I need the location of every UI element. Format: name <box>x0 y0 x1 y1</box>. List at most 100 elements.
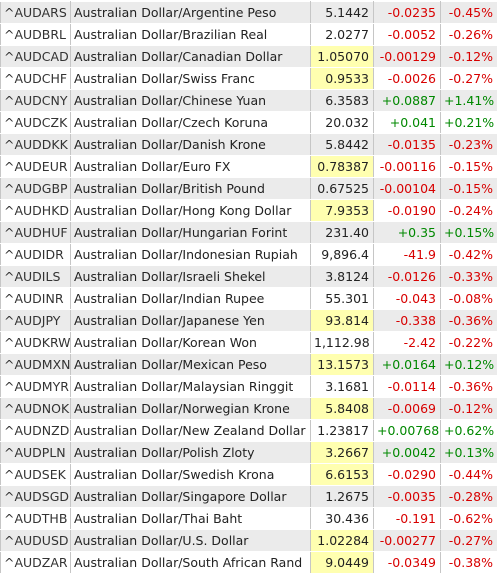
change-cell: -0.0126 <box>374 266 441 288</box>
currency-name-cell[interactable]: Australian Dollar/Chinese Yuan <box>71 90 311 112</box>
currency-name-cell[interactable]: Australian Dollar/Argentine Peso <box>71 2 311 24</box>
symbol-cell[interactable]: ^AUDEUR <box>1 156 71 178</box>
symbol-cell[interactable]: ^AUDCHF <box>1 68 71 90</box>
currency-name-cell[interactable]: Australian Dollar/Israeli Shekel <box>71 266 311 288</box>
currency-name-cell[interactable]: Australian Dollar/New Zealand Dollar <box>71 420 311 442</box>
currency-name-cell[interactable]: Australian Dollar/Polish Zloty <box>71 442 311 464</box>
currency-name-cell[interactable]: Australian Dollar/Hong Kong Dollar <box>71 200 311 222</box>
price-cell: 0.78387 <box>311 156 374 178</box>
change-cell: -0.0114 <box>374 376 441 398</box>
price-cell: 5.1442 <box>311 2 374 24</box>
price-cell: 1.23817 <box>311 420 374 442</box>
symbol-cell[interactable]: ^AUDNZD <box>1 420 71 442</box>
symbol-cell[interactable]: ^AUDSEK <box>1 464 71 486</box>
symbol-cell[interactable]: ^AUDCNY <box>1 90 71 112</box>
percent-change-cell: -0.38% <box>441 552 497 574</box>
currency-name-cell[interactable]: Australian Dollar/Korean Won <box>71 332 311 354</box>
symbol-cell[interactable]: ^AUDKRW <box>1 332 71 354</box>
percent-change-cell: +0.12% <box>441 354 497 376</box>
symbol-cell[interactable]: ^AUDBRL <box>1 24 71 46</box>
symbol-cell[interactable]: ^AUDNOK <box>1 398 71 420</box>
price-cell: 1.2675 <box>311 486 374 508</box>
change-cell: +0.00768 <box>374 420 441 442</box>
symbol-cell[interactable]: ^AUDDKK <box>1 134 71 156</box>
change-cell: -0.0349 <box>374 552 441 574</box>
symbol-cell[interactable]: ^AUDTHB <box>1 508 71 530</box>
symbol-cell[interactable]: ^AUDGBP <box>1 178 71 200</box>
symbol-cell[interactable]: ^AUDJPY <box>1 310 71 332</box>
percent-change-cell: -0.33% <box>441 266 497 288</box>
symbol-cell[interactable]: ^AUDILS <box>1 266 71 288</box>
symbol-cell[interactable]: ^AUDCZK <box>1 112 71 134</box>
change-cell: -0.00129 <box>374 46 441 68</box>
symbol-cell[interactable]: ^AUDCAD <box>1 46 71 68</box>
currency-name-cell[interactable]: Australian Dollar/Swiss Franc <box>71 68 311 90</box>
symbol-cell[interactable]: ^AUDSGD <box>1 486 71 508</box>
currency-name-cell[interactable]: Australian Dollar/Indian Rupee <box>71 288 311 310</box>
currency-name-cell[interactable]: Australian Dollar/Czech Koruna <box>71 112 311 134</box>
symbol-cell[interactable]: ^AUDMYR <box>1 376 71 398</box>
percent-change-cell: -0.27% <box>441 68 497 90</box>
currency-name-cell[interactable]: Australian Dollar/Canadian Dollar <box>71 46 311 68</box>
symbol-cell[interactable]: ^AUDARS <box>1 2 71 24</box>
currency-name-cell[interactable]: Australian Dollar/Mexican Peso <box>71 354 311 376</box>
percent-change-cell: -0.08% <box>441 288 497 310</box>
change-cell: +0.041 <box>374 112 441 134</box>
currency-name-cell[interactable]: Australian Dollar/Norwegian Krone <box>71 398 311 420</box>
currency-name-cell[interactable]: Australian Dollar/British Pound <box>71 178 311 200</box>
currency-name-cell[interactable]: Australian Dollar/Singapore Dollar <box>71 486 311 508</box>
symbol-cell[interactable]: ^AUDINR <box>1 288 71 310</box>
percent-change-cell: +0.21% <box>441 112 497 134</box>
currency-name-cell[interactable]: Australian Dollar/Brazilian Real <box>71 24 311 46</box>
change-cell: -2.42 <box>374 332 441 354</box>
symbol-cell[interactable]: ^AUDHUF <box>1 222 71 244</box>
currency-name-cell[interactable]: Australian Dollar/South African Rand <box>71 552 311 574</box>
currency-name-cell[interactable]: Australian Dollar/Japanese Yen <box>71 310 311 332</box>
currency-name-cell[interactable]: Australian Dollar/Swedish Krona <box>71 464 311 486</box>
symbol-cell[interactable]: ^AUDZAR <box>1 552 71 574</box>
percent-change-cell: -0.12% <box>441 398 497 420</box>
currency-name-cell[interactable]: Australian Dollar/Thai Baht <box>71 508 311 530</box>
currency-name-cell[interactable]: Australian Dollar/Indonesian Rupiah <box>71 244 311 266</box>
currency-name-cell[interactable]: Australian Dollar/U.S. Dollar <box>71 530 311 552</box>
currency-name-cell[interactable]: Australian Dollar/Hungarian Forint <box>71 222 311 244</box>
price-cell: 9,896.4 <box>311 244 374 266</box>
currency-name-cell[interactable]: Australian Dollar/Danish Krone <box>71 134 311 156</box>
currency-name-cell[interactable]: Australian Dollar/Malaysian Ringgit <box>71 376 311 398</box>
change-cell: -41.9 <box>374 244 441 266</box>
symbol-cell[interactable]: ^AUDIDR <box>1 244 71 266</box>
symbol-cell[interactable]: ^AUDMXN <box>1 354 71 376</box>
symbol-cell[interactable]: ^AUDUSD <box>1 530 71 552</box>
currency-name-cell[interactable]: Australian Dollar/Euro FX <box>71 156 311 178</box>
symbol-cell[interactable]: ^AUDHKD <box>1 200 71 222</box>
symbol-cell[interactable]: ^AUDPLN <box>1 442 71 464</box>
percent-change-cell: -0.36% <box>441 310 497 332</box>
